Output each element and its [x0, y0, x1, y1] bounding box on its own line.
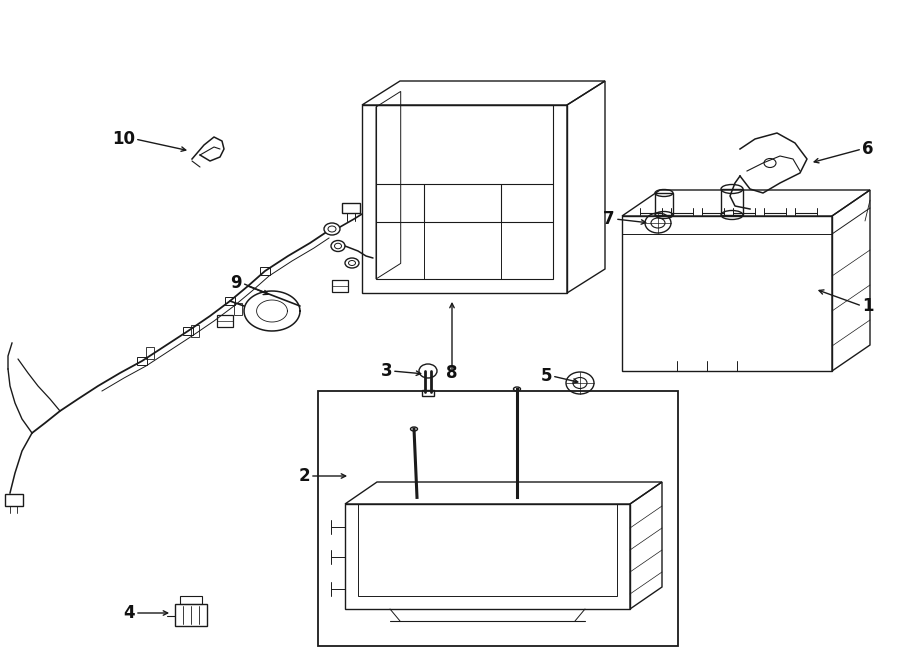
Text: 7: 7 [603, 210, 615, 228]
Text: 4: 4 [123, 604, 135, 622]
Bar [175, 604, 207, 626]
Bar [217, 315, 233, 327]
Text: 8: 8 [446, 364, 458, 382]
Bar [225, 297, 235, 305]
Bar [358, 504, 617, 596]
Bar [191, 325, 199, 337]
Bar [362, 105, 567, 293]
Text: 10: 10 [112, 130, 135, 148]
Text: 9: 9 [230, 274, 242, 292]
Text: 5: 5 [541, 367, 552, 385]
Bar [342, 203, 360, 213]
Text: 2: 2 [299, 467, 310, 485]
Bar [137, 357, 147, 365]
Bar [422, 390, 434, 396]
Text: 6: 6 [862, 140, 874, 158]
Bar [146, 347, 154, 359]
Bar [234, 303, 242, 315]
Bar [5, 494, 23, 506]
Bar [376, 105, 553, 279]
Bar [655, 193, 673, 215]
Bar [183, 327, 193, 335]
Bar [180, 596, 202, 604]
Bar [332, 280, 348, 292]
Text: 3: 3 [381, 362, 392, 380]
Bar [318, 391, 678, 646]
Bar [345, 504, 630, 609]
Text: 1: 1 [862, 297, 874, 315]
Bar [622, 216, 832, 371]
Bar [721, 189, 743, 215]
Bar [260, 267, 270, 275]
